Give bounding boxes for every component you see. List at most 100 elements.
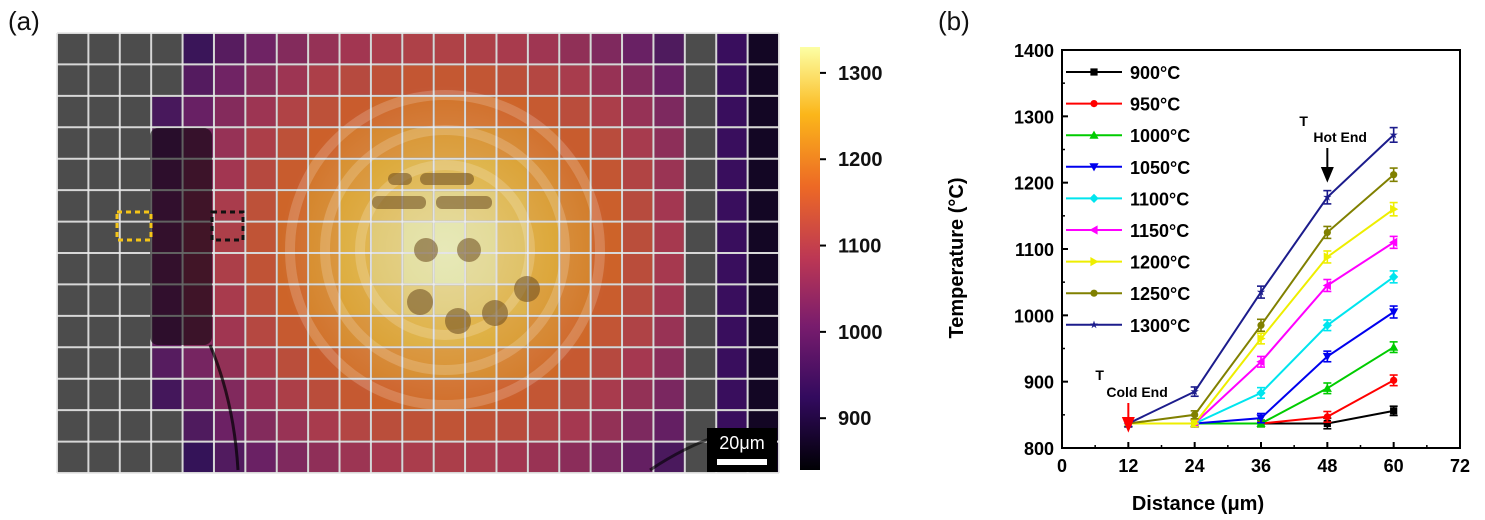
heatmap-cell [434,34,465,64]
x-tick-label: 12 [1118,456,1138,476]
heatmap-cell [623,254,653,284]
heatmap-cell [528,34,559,64]
legend-marker [1089,193,1099,203]
heatmap-cell [560,96,590,127]
data-point [1191,418,1200,429]
legend-entry: 1250°C [1066,284,1190,304]
heatmap-cell [309,34,339,64]
heatmap-cell [246,34,276,64]
data-point [1322,352,1332,362]
data-point [1390,407,1398,415]
heatmap-cell [560,34,590,64]
heatmap-cell [89,96,119,127]
heatmap-cell [152,379,182,410]
heatmap-cell [277,96,308,127]
heatmap-cell [717,191,747,221]
heatmap-cell [89,348,119,378]
data-point [1323,192,1332,201]
heatmap-cell [591,348,622,378]
data-point [1389,272,1399,282]
heatmap-cell [591,442,622,472]
hot-end-annotation-sub: Hot End [1313,129,1367,145]
heatmap-cell [246,128,276,158]
heatmap-cell [340,34,370,64]
legend-entry: 900°C [1066,63,1180,83]
data-point [1389,342,1399,351]
colorbar-tick-label: 1200 [838,149,883,171]
heatmap-cell [497,65,527,95]
heatmap-cell [685,379,716,410]
heatmap-cell [340,411,370,441]
heatmap-cell [58,96,88,127]
heatmap-cell [246,254,276,284]
heatmap-cell [183,348,213,378]
heatmap-cell [277,379,308,410]
heatmap-cell [340,442,370,472]
data-point [1390,376,1398,384]
heatmap-cell [277,411,308,441]
series-line [1127,134,1395,425]
heatmap-cell [528,442,559,472]
data-point [1323,419,1331,428]
legend-entry: 1150°C [1066,221,1189,241]
heatmap-cell [685,316,716,347]
heatmap-cell [89,316,119,347]
legend-label: 1250°C [1130,284,1190,304]
heatmap-cell [717,159,747,190]
heatmap-cell [685,285,716,315]
legend-label: 1150°C [1130,221,1189,241]
x-tick-label: 0 [1057,456,1067,476]
heatmap-cell [685,128,716,158]
heatmap-cell [560,442,590,472]
heatmap-cell [623,285,653,315]
legend-entry: 1200°C [1066,253,1190,273]
heatmap-cell [654,65,684,95]
legend-label: 1050°C [1130,158,1190,178]
colorbar-tick-label: 1100 [838,236,881,258]
heatmap-cell [120,96,151,127]
legend-label: 1300°C [1130,316,1190,336]
heatmap-cell [717,96,747,127]
heatmap-cell [214,65,245,95]
legend-label: 900°C [1130,63,1180,83]
heatmap-cell [120,442,151,472]
heatmap-cell [214,316,245,347]
heatmap-cell [591,159,622,190]
legend-entry: 950°C [1066,95,1180,115]
heatmap-cell [58,222,88,252]
heatmap-cell [309,96,339,127]
heatmap-cell [466,34,496,64]
data-point [1323,413,1331,421]
heatmap-cell [654,379,684,410]
y-tick-label: 900 [1024,373,1054,393]
heatmap-cell [371,411,402,441]
heatmap-cell [591,34,622,64]
heatmap-cell [120,254,151,284]
heatmap-cell [497,442,527,472]
legend-marker [1090,68,1098,76]
data-point [1323,228,1331,237]
legend-marker [1089,130,1099,139]
heatmap-cell [277,128,308,158]
legend-marker [1089,163,1099,172]
heatmap-cell [89,285,119,315]
heatmap-cell [58,379,88,410]
heatmap-cell [371,34,402,64]
x-tick-label: 60 [1384,456,1404,476]
heatmap-cell [152,96,182,127]
colorbar-ticks: 900 1000 1100 1200 1300 [820,63,883,430]
heatmap-cell [623,379,653,410]
legend-entry: 1050°C [1066,158,1190,178]
data-point [1390,171,1398,179]
heatmap-cell [685,65,716,95]
heatmap-cell [246,159,276,190]
heatmap-cell [152,348,182,378]
colorbar-tick-label: 1000 [838,322,883,344]
heatmap-cell [89,34,119,64]
heatmap-cell [58,285,88,315]
heatmap-cell [152,411,182,441]
data-point [1390,204,1399,214]
heatmap-cell [309,65,339,95]
heatmap-cell [717,222,747,252]
